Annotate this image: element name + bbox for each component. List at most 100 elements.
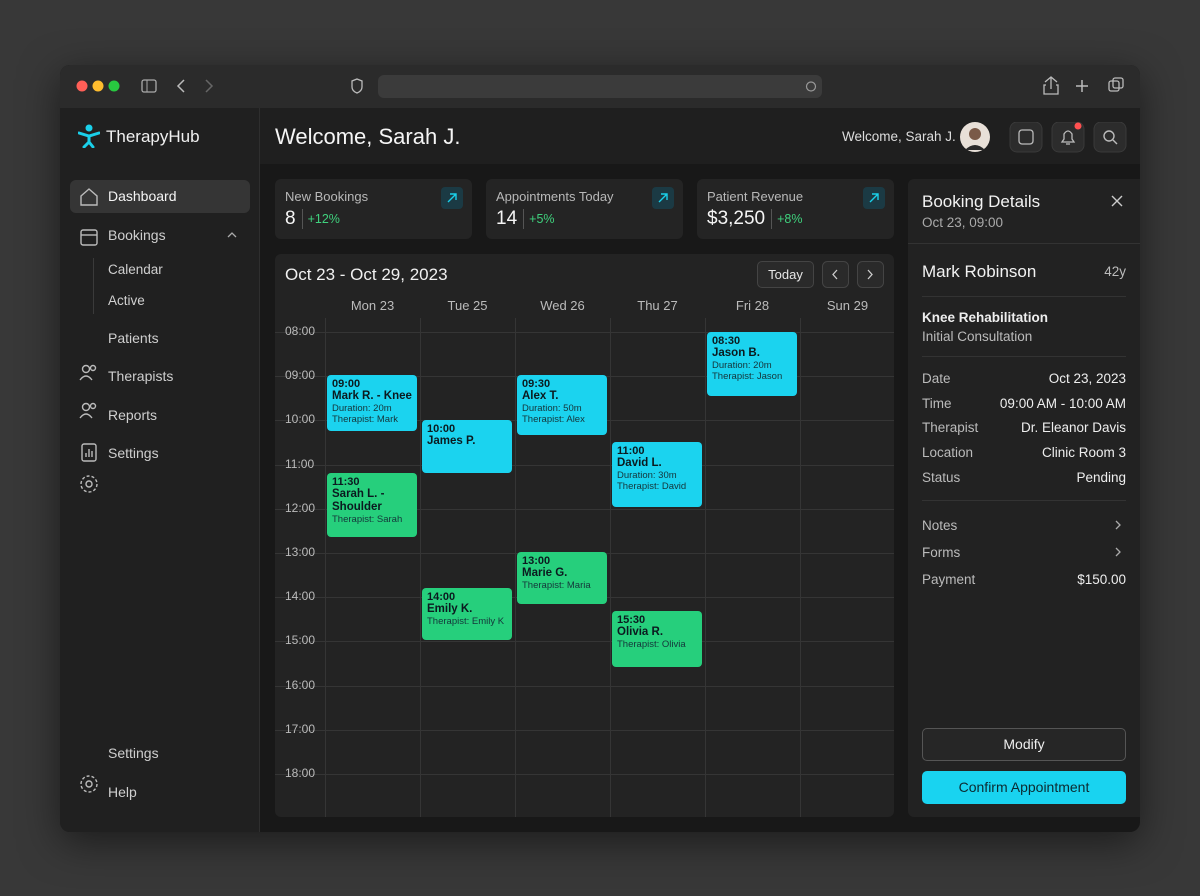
nav-patients[interactable]: Patients [108, 330, 159, 346]
stat-icon [652, 187, 674, 209]
event-time: 14:00 [427, 591, 456, 603]
stat-card: New Bookings 8 +12% [275, 179, 472, 239]
today-button[interactable]: Today [757, 261, 814, 288]
event-detail: Therapist: Sarah [332, 514, 403, 525]
logo [78, 124, 100, 148]
stat-separator [301, 209, 303, 229]
hour-label: 15:00 [285, 633, 316, 648]
confirm-button[interactable]: Confirm Appointment [922, 771, 1126, 804]
event-card[interactable]: 08:30 Jason B. Duration: 20m Therapist: Jas… [707, 332, 797, 396]
stat-change: +8% [777, 212, 803, 226]
payment-label: Payment [922, 572, 976, 587]
event-detail: Duration: 30m [617, 470, 677, 481]
footer-settings[interactable]: Settings [108, 745, 159, 761]
forms-link[interactable]: Forms [922, 545, 961, 560]
event-detail: Therapist: Emily K [427, 616, 505, 627]
stat-value: $3,250 [707, 208, 766, 229]
payment-value: $150.00 [1077, 572, 1126, 587]
nav-reports[interactable]: Reports [108, 407, 158, 423]
stat-value: 8 [285, 208, 296, 229]
active-item-bg [70, 180, 250, 213]
visit-type: Initial Consultation [922, 329, 1033, 344]
nav-calendar[interactable]: Calendar [108, 262, 163, 277]
grid-vline [515, 318, 516, 817]
event-card[interactable]: 09:30 Alex T. Duration: 50m Therapist: Alex [517, 375, 607, 435]
event-card[interactable]: 11:30 Sarah L. - Shoulder Therapist: Sarah [327, 473, 417, 537]
event-detail: Duration: 50m [522, 403, 582, 414]
hour-label: 10:00 [285, 412, 316, 427]
calendar-nav[interactable] [822, 261, 885, 289]
event-detail: Therapist: Maria [522, 580, 591, 591]
modify-button[interactable]: Modify [922, 728, 1126, 761]
event-card[interactable]: 09:00 Mark R. - Knee Duration: 20m Therapis… [327, 375, 417, 431]
event-card[interactable]: 14:00 Emily K. Therapist: Emily K [422, 588, 512, 640]
stat-label: Patient Revenue [707, 189, 804, 204]
hour-label: 14:00 [285, 589, 316, 604]
event-title: James P. [427, 435, 476, 447]
footer-help[interactable]: Help [108, 784, 137, 800]
event-title: Sarah L. - Shoulder [332, 488, 385, 513]
nav-icons [79, 188, 98, 793]
stat-separator [523, 209, 525, 229]
stat-icon [863, 187, 885, 209]
stat-card: Patient Revenue $3,250 +8% [697, 179, 894, 239]
grid-vline [610, 318, 611, 817]
event-detail: Therapist: Alex [522, 414, 585, 425]
hour-label: 12:00 [285, 500, 316, 515]
brand: TherapyHub [106, 127, 200, 146]
event-time: 10:00 [427, 423, 456, 435]
event-card[interactable]: 13:00 Marie G. Therapist: Maria [517, 552, 607, 604]
event-title: Emily K. [427, 603, 473, 615]
header [260, 108, 1140, 164]
treatment: Knee Rehabilitation [922, 310, 1049, 325]
grid-vline [420, 318, 421, 817]
browser-window: TherapyHub Dashboard Bookings Calendar A… [60, 65, 1140, 832]
grid-hline [275, 641, 894, 643]
user-name: Welcome, Sarah J. [842, 129, 956, 144]
event-title: Mark R. - Knee [332, 390, 412, 402]
grid-vline [325, 318, 326, 817]
hour-label: 11:00 [285, 456, 315, 471]
divider [922, 356, 1126, 357]
stat-separator [771, 209, 773, 229]
detail-value: Oct 23, 2023 [1048, 371, 1126, 386]
stat-card: Appointments Today 14 +5% [486, 179, 683, 239]
stat-icon [441, 187, 463, 209]
day-header: Mon 23 [350, 298, 395, 313]
detail-label: Date [922, 371, 951, 386]
event-time: 11:00 [617, 445, 645, 457]
event-time: 11:30 [332, 476, 360, 488]
details-panel [908, 179, 1140, 817]
day-header: Thu 27 [637, 298, 678, 313]
nav-bookings[interactable]: Bookings [108, 227, 166, 243]
nav-therapists[interactable]: Therapists [108, 368, 174, 384]
event-detail: Therapist: Olivia [617, 639, 686, 650]
sub-line [93, 258, 94, 314]
details-subtitle: Oct 23, 09:00 [922, 215, 1004, 230]
hour-label: 13:00 [285, 545, 316, 559]
event-card[interactable]: 15:30 Olivia R. Therapist: Olivia [612, 611, 702, 667]
event-time: 09:30 [522, 378, 551, 390]
title-bar [60, 65, 1140, 108]
event-card[interactable]: 11:00 David L. Duration: 30m Therapist: Dav… [612, 442, 702, 507]
nav-active[interactable]: Active [108, 293, 145, 308]
stat-change: +12% [307, 212, 340, 226]
close-button[interactable] [1110, 194, 1124, 208]
event-detail: Therapist: Mark [332, 414, 398, 425]
nav-dashboard[interactable]: Dashboard [108, 188, 177, 204]
hour-label: 16:00 [285, 677, 316, 692]
page-title: Welcome, Sarah J. [275, 124, 461, 149]
nav-settings[interactable]: Settings [108, 445, 159, 461]
event-time: 09:00 [332, 378, 361, 390]
hour-label: 09:00 [285, 368, 316, 383]
hour-label: 17:00 [285, 721, 316, 736]
stat-value: 14 [496, 208, 518, 229]
event-card[interactable]: 10:00 James P. [422, 420, 512, 473]
notes-link[interactable]: Notes [922, 518, 958, 533]
grid-hline [275, 508, 894, 510]
stat-label: Appointments Today [496, 189, 614, 204]
grid-vline [800, 318, 801, 817]
event-title: Marie G. [522, 567, 568, 579]
sidebar: TherapyHub Dashboard Bookings Calendar A… [60, 108, 260, 832]
grid-hline [275, 464, 894, 466]
